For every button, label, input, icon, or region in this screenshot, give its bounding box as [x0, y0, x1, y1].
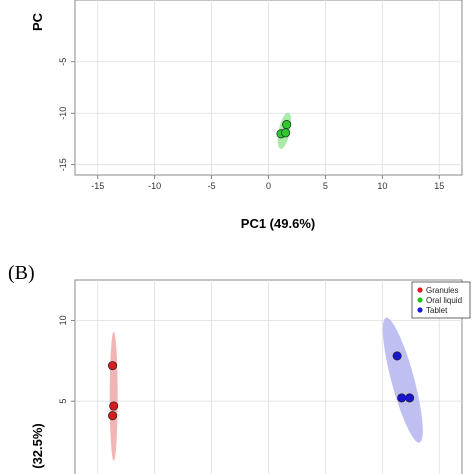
- data-point: [281, 128, 291, 138]
- legend-marker: [417, 297, 423, 303]
- panel-b-points: [108, 351, 415, 421]
- y-tick-label: -15: [58, 158, 68, 171]
- data-point: [109, 401, 119, 411]
- legend-entry-label: Oral liquid: [426, 296, 462, 305]
- x-tick-label: 15: [434, 181, 444, 191]
- panel-a-y-axis-title: PC: [30, 12, 45, 31]
- legend-entry-label: Tablet: [426, 306, 448, 315]
- data-point: [108, 361, 118, 371]
- panel-a-x-ticks: -15 -10 -5 0 5 10 15: [91, 175, 444, 191]
- confidence-ellipse: [109, 331, 118, 461]
- panel-b-y-ticks: 1050: [58, 315, 75, 404]
- x-tick-label: -10: [148, 181, 161, 191]
- panel-a-grid: [75, 0, 462, 175]
- data-point: [392, 351, 402, 361]
- panel-a-x-axis-title: PC1 (49.6%): [241, 216, 315, 231]
- data-point: [282, 120, 292, 130]
- panel-b-y-axis-title: (32.5%): [30, 423, 45, 469]
- y-tick-label: 5: [58, 399, 68, 404]
- y-tick-label: -10: [58, 107, 68, 120]
- y-tick-label: -5: [58, 58, 68, 66]
- confidence-ellipse: [382, 317, 423, 443]
- x-tick-label: -15: [91, 181, 104, 191]
- data-point: [405, 393, 415, 403]
- panel-a-y-ticks: -5 -10 -15: [58, 58, 75, 171]
- x-tick-label: 5: [323, 181, 328, 191]
- panel-b-label: (B): [8, 262, 35, 284]
- panel-a-points: [276, 120, 292, 139]
- data-point: [108, 411, 118, 421]
- legend-marker: [417, 307, 423, 313]
- panel-a-scatter: -15 -10 -5 0 5 10 15 -5 -10 -15 PC1 (49.6%) PC: [30, 0, 463, 231]
- data-point: [397, 393, 407, 403]
- x-tick-label: 10: [377, 181, 387, 191]
- x-tick-label: 0: [266, 181, 271, 191]
- legend-entry-label: Granules: [426, 286, 458, 295]
- x-tick-label: -5: [208, 181, 216, 191]
- legend-marker: [417, 287, 423, 293]
- y-tick-label: 10: [58, 315, 68, 325]
